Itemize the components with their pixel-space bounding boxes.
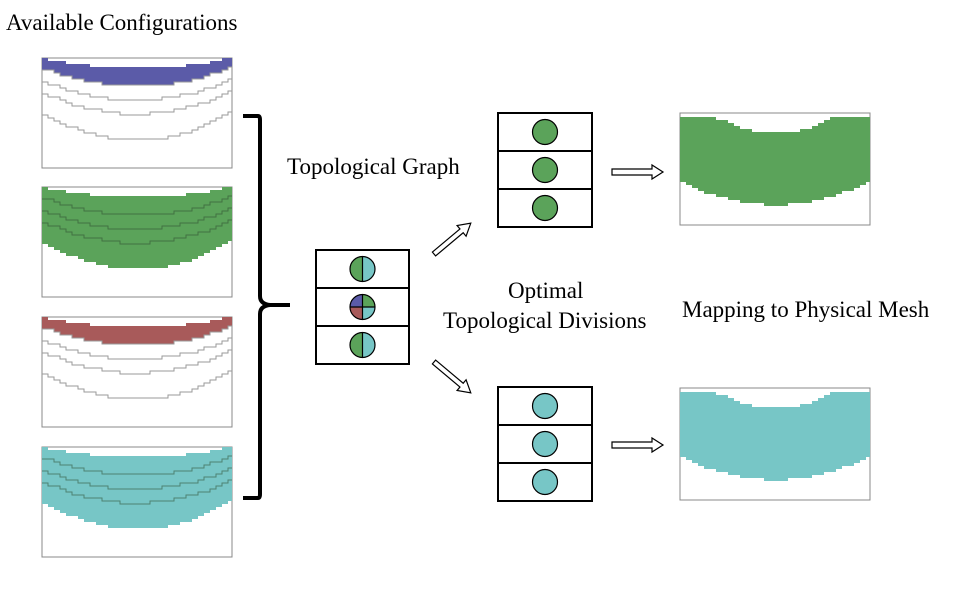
optimal-division-bottom — [497, 386, 593, 502]
arrow-to-mesh-bottom — [611, 436, 665, 454]
graph-node — [349, 293, 376, 321]
band-boundary — [42, 219, 232, 245]
arrow-down-right — [431, 359, 472, 394]
config-blue — [41, 57, 233, 169]
optimal-label-line1: Optimal — [508, 278, 583, 303]
band-outline — [42, 349, 232, 375]
optimal-division-top — [497, 112, 593, 228]
graph-node — [531, 468, 559, 496]
band-boundary — [42, 455, 232, 475]
topological-graph-label: Topological Graph — [287, 154, 460, 179]
band-outline — [42, 370, 232, 399]
band-outline — [42, 78, 232, 101]
config-cyan — [41, 446, 233, 558]
domain-fill — [42, 447, 232, 528]
mesh-fill — [680, 117, 870, 206]
optimal-label-line2: Topological Divisions — [443, 308, 647, 333]
available-configurations-label: Available Configurations — [6, 10, 237, 35]
graph-node — [349, 331, 376, 359]
band-boundary — [42, 195, 232, 215]
configuration-panels — [41, 57, 233, 558]
domain-fill — [42, 187, 232, 268]
band-fill — [42, 317, 232, 344]
curly-brace — [243, 114, 290, 500]
physical-mesh-bottom — [679, 387, 871, 501]
band-outline — [42, 337, 232, 360]
graph-node — [531, 156, 559, 184]
topological-graph-box — [315, 249, 410, 365]
graph-node — [531, 392, 559, 420]
band-outline — [42, 325, 232, 345]
physical-mesh-top — [679, 112, 871, 226]
band-outline — [42, 90, 232, 116]
band-boundary — [42, 467, 232, 490]
config-green — [41, 186, 233, 298]
band-boundary — [42, 479, 232, 505]
arrow-up-right — [431, 222, 472, 257]
graph-node — [531, 194, 559, 222]
band-outline — [42, 111, 232, 140]
mesh-fill — [680, 392, 870, 481]
band-boundary — [42, 207, 232, 230]
graph-node — [531, 118, 559, 146]
band-fill — [42, 58, 232, 85]
config-red — [41, 316, 233, 428]
arrow-to-mesh-top — [611, 163, 665, 181]
band-outline — [42, 66, 232, 86]
graph-node — [531, 430, 559, 458]
graph-node — [349, 255, 376, 283]
mapping-label: Mapping to Physical Mesh — [682, 297, 930, 322]
